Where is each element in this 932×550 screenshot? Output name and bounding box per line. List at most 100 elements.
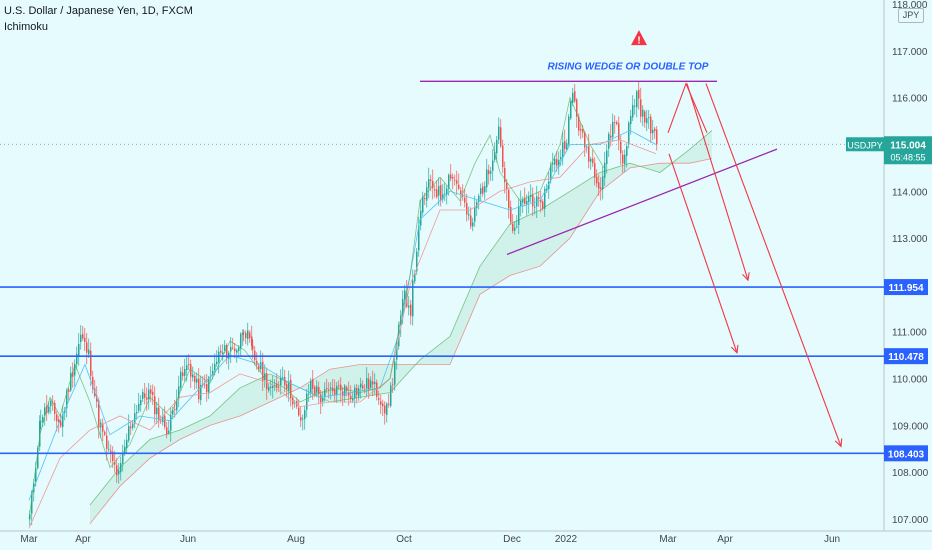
candle-body: [314, 387, 316, 395]
candle-body: [76, 353, 78, 365]
candle-body: [496, 139, 498, 154]
x-tick-label: Oct: [396, 534, 412, 545]
candle-body: [508, 189, 510, 209]
ichimoku-lagging-span: [28, 96, 605, 520]
candle-body: [522, 199, 524, 203]
candle-body: [580, 128, 582, 131]
y-tick-label: 110.000: [892, 375, 928, 386]
candle-body: [106, 435, 108, 449]
candle-body: [420, 210, 422, 226]
candle-body: [366, 378, 368, 389]
candle-body: [372, 381, 374, 385]
candle-body: [616, 122, 618, 125]
candle-body: [74, 364, 76, 376]
candle-body: [29, 514, 31, 520]
candle-body: [502, 145, 504, 167]
candle-body: [404, 290, 406, 300]
candle-body: [238, 347, 240, 351]
x-tick-label: Apr: [717, 534, 733, 545]
candle-body: [112, 451, 114, 462]
y-tick-label: 117.000: [892, 47, 928, 58]
candle-body: [558, 159, 560, 167]
chart-title: U.S. Dollar / Japanese Yen, 1D, FXCM: [4, 5, 193, 17]
candle-body: [50, 401, 52, 407]
candle-body: [606, 150, 608, 165]
candle-body: [470, 215, 472, 227]
candle-body: [274, 385, 276, 387]
candle-body: [216, 361, 218, 365]
candle-body: [188, 364, 190, 365]
candle-body: [240, 333, 242, 349]
candle-body: [148, 389, 150, 400]
candle-body: [334, 389, 336, 396]
candle-body: [480, 188, 482, 194]
candle-body: [194, 375, 196, 383]
candle-body: [35, 468, 37, 483]
candle-body: [516, 226, 518, 228]
candle-body: [654, 128, 656, 132]
y-tick-label: 114.000: [892, 187, 928, 198]
candle-body: [340, 384, 342, 391]
candle-body: [134, 413, 136, 424]
candle-body: [180, 371, 182, 388]
candle-body: [264, 373, 266, 380]
candle-body: [336, 385, 338, 396]
candle-body: [182, 372, 184, 377]
candle-body: [570, 101, 572, 119]
candle-body: [126, 439, 128, 449]
x-tick-label: Mar: [20, 534, 38, 545]
candle-body: [80, 334, 82, 343]
candle-body: [166, 427, 168, 435]
candle-body: [544, 189, 546, 209]
candle-body: [352, 398, 354, 401]
candle-body: [56, 414, 58, 422]
level-price-text: 111.954: [888, 283, 923, 294]
currency-badge[interactable]: JPY: [898, 8, 924, 23]
x-tick-label: Aug: [287, 534, 305, 545]
candle-body: [538, 197, 540, 200]
candle-body: [31, 491, 33, 514]
candle-body: [520, 200, 522, 206]
indicator-label[interactable]: Ichimoku: [4, 21, 49, 33]
candle-body: [136, 412, 138, 414]
candle-body: [144, 393, 146, 398]
last-price-text: 115.004: [890, 140, 926, 151]
candle-body: [270, 386, 272, 388]
y-tick-label: 118.000: [892, 0, 928, 11]
candle-body: [492, 160, 494, 171]
candle-body: [276, 383, 278, 388]
candle-body: [208, 377, 210, 394]
candle-body: [488, 170, 490, 175]
projection-arrowhead: [730, 344, 739, 354]
candle-body: [622, 154, 624, 164]
candle-body: [88, 349, 90, 355]
candle-body: [644, 111, 646, 123]
candle-body: [130, 426, 132, 429]
candle-body: [222, 352, 224, 355]
ichimoku-span-b: [89, 158, 713, 524]
candle-body: [476, 202, 478, 209]
candle-body: [526, 200, 528, 205]
projection-line: [667, 82, 708, 134]
candle-body: [446, 188, 448, 195]
candle-body: [510, 207, 512, 223]
candle-body: [458, 184, 460, 189]
candle-body: [200, 384, 202, 401]
candle-body: [576, 99, 578, 117]
candle-body: [478, 195, 480, 202]
candle-body: [68, 389, 70, 392]
candle-body: [39, 420, 41, 447]
candle-body: [450, 174, 452, 179]
candle-body: [104, 432, 106, 435]
candle-body: [596, 176, 598, 184]
candle-body: [370, 380, 372, 388]
candle-body: [532, 194, 534, 207]
candle-body: [428, 179, 430, 188]
candle-body: [454, 179, 456, 181]
candle-body: [490, 171, 492, 174]
candle-body: [298, 407, 300, 416]
y-tick-label: 109.000: [892, 421, 929, 432]
candle-body: [408, 305, 410, 308]
